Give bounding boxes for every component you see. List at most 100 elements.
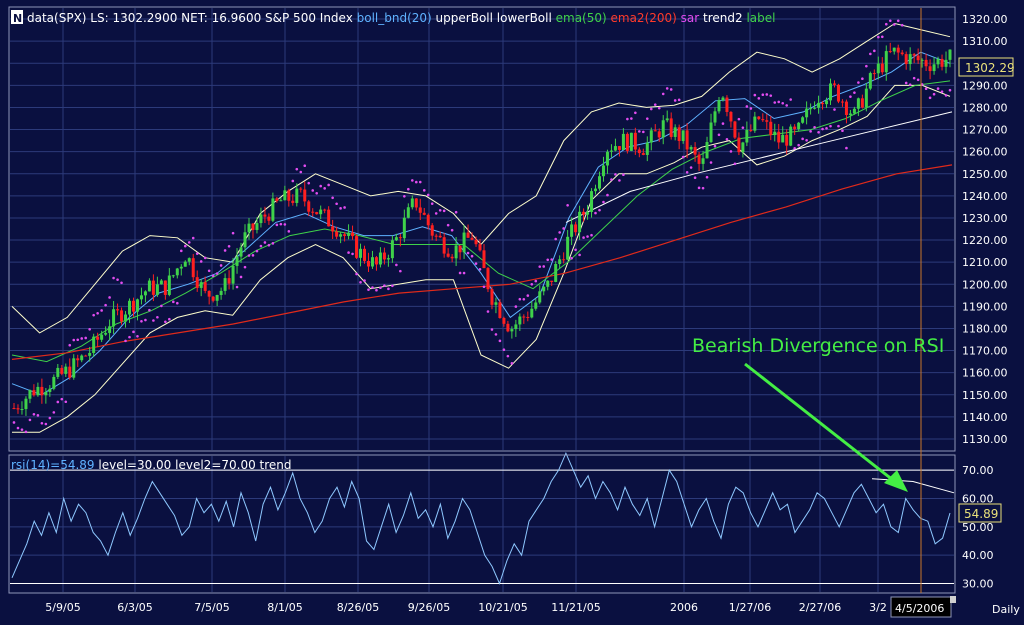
candle-body — [844, 101, 848, 115]
candle-body — [247, 223, 251, 233]
candle-body — [908, 54, 912, 65]
candle-body — [76, 358, 80, 361]
candle-body — [749, 129, 753, 131]
sar-dot — [777, 100, 781, 104]
candle-body — [594, 188, 598, 192]
sar-dot — [705, 175, 709, 179]
sar-dot — [900, 23, 904, 27]
candle-body — [605, 151, 609, 166]
candle-body — [896, 47, 900, 53]
sar-dot — [546, 258, 550, 262]
candle-body — [733, 121, 737, 138]
sar-dot — [72, 338, 76, 342]
legend-item: level=30.00 — [95, 458, 172, 472]
price-last-value: 1302.29 — [965, 61, 1015, 75]
candle-body — [490, 289, 494, 305]
timeframe-label[interactable]: Daily — [992, 603, 1020, 616]
sar-dot — [717, 133, 721, 137]
sar-dot — [379, 286, 382, 290]
sar-dot — [928, 96, 932, 100]
candle-body — [40, 386, 44, 396]
sar-dot — [183, 244, 187, 248]
candle-body — [28, 390, 32, 399]
sar-dot — [430, 202, 434, 205]
price-y-tick-label: 1190.00 — [962, 300, 1008, 313]
sar-dot — [661, 92, 665, 96]
candle-body — [426, 214, 430, 226]
candle-body — [645, 142, 649, 155]
sar-dot — [199, 260, 203, 263]
sar-dot — [12, 421, 16, 424]
candle-body — [359, 248, 363, 258]
price-y-tick-label: 1240.00 — [962, 190, 1008, 203]
sar-dot — [32, 412, 36, 416]
sar-dot — [152, 319, 155, 322]
chart-menu-button[interactable] — [11, 10, 23, 24]
candle-body — [275, 198, 279, 201]
candle-body — [817, 102, 821, 108]
sar-dot — [403, 195, 406, 198]
sar-dot — [869, 52, 872, 56]
sar-dot — [817, 130, 820, 134]
legend-item: label — [743, 11, 776, 25]
lock-icon[interactable] — [950, 596, 956, 603]
sar-dot — [769, 94, 773, 97]
sar-dot — [861, 77, 864, 80]
price-panel-frame — [8, 6, 956, 452]
x-tick-label: 2/27/06 — [799, 601, 841, 614]
sar-dot — [156, 315, 159, 319]
sar-dot — [116, 278, 119, 281]
sar-dot — [526, 294, 530, 297]
price-y-tick-label: 1130.00 — [962, 433, 1008, 446]
rsi-trend-line — [871, 478, 955, 494]
candle-body — [68, 366, 72, 378]
sar-dot — [434, 212, 438, 215]
candle-body — [932, 64, 936, 72]
candle-body — [813, 107, 817, 109]
sar-dot — [124, 339, 127, 343]
candle-body — [339, 234, 343, 237]
sar-dot — [446, 223, 450, 227]
candle-body — [864, 88, 868, 108]
sar-dot — [693, 176, 697, 180]
sar-dot — [231, 231, 235, 235]
sar-dot — [677, 98, 681, 102]
sar-dot — [450, 228, 454, 232]
candle-body — [124, 314, 128, 322]
sar-dot — [104, 303, 107, 307]
candle-body — [673, 127, 677, 137]
price-y-tick-label: 1170.00 — [962, 345, 1008, 358]
sar-dot — [267, 243, 271, 247]
sar-dot — [669, 88, 673, 91]
sar-dot — [773, 101, 777, 104]
price-y-tick-label: 1180.00 — [962, 322, 1008, 335]
price-y-tick-label: 1320.00 — [962, 13, 1008, 26]
candle-body — [868, 73, 872, 89]
candle-body — [319, 209, 323, 215]
sar-dot — [311, 189, 315, 192]
sar-dot — [574, 248, 577, 252]
candle-body — [84, 355, 88, 357]
rsi-last-value-box — [958, 503, 1002, 523]
sar-dot — [271, 242, 275, 245]
candle-body — [20, 409, 24, 411]
sar-dot — [132, 330, 135, 334]
sar-dot — [737, 117, 741, 121]
candle-body — [291, 200, 295, 203]
series-ema-50- — [11, 80, 951, 363]
candle-body — [761, 119, 765, 121]
candle-body — [621, 133, 625, 150]
candle-body — [355, 236, 359, 258]
sar-dot — [100, 309, 103, 312]
sar-dot — [550, 258, 554, 261]
sar-dot — [351, 252, 354, 256]
candle-body — [745, 129, 749, 143]
sar-dot — [315, 191, 319, 195]
sar-dot — [215, 272, 219, 275]
sar-dot — [490, 328, 494, 331]
sar-dot — [176, 301, 179, 305]
candle-body — [586, 211, 590, 215]
x-tick-label: 8/26/05 — [337, 601, 379, 614]
candle-body — [239, 247, 243, 257]
